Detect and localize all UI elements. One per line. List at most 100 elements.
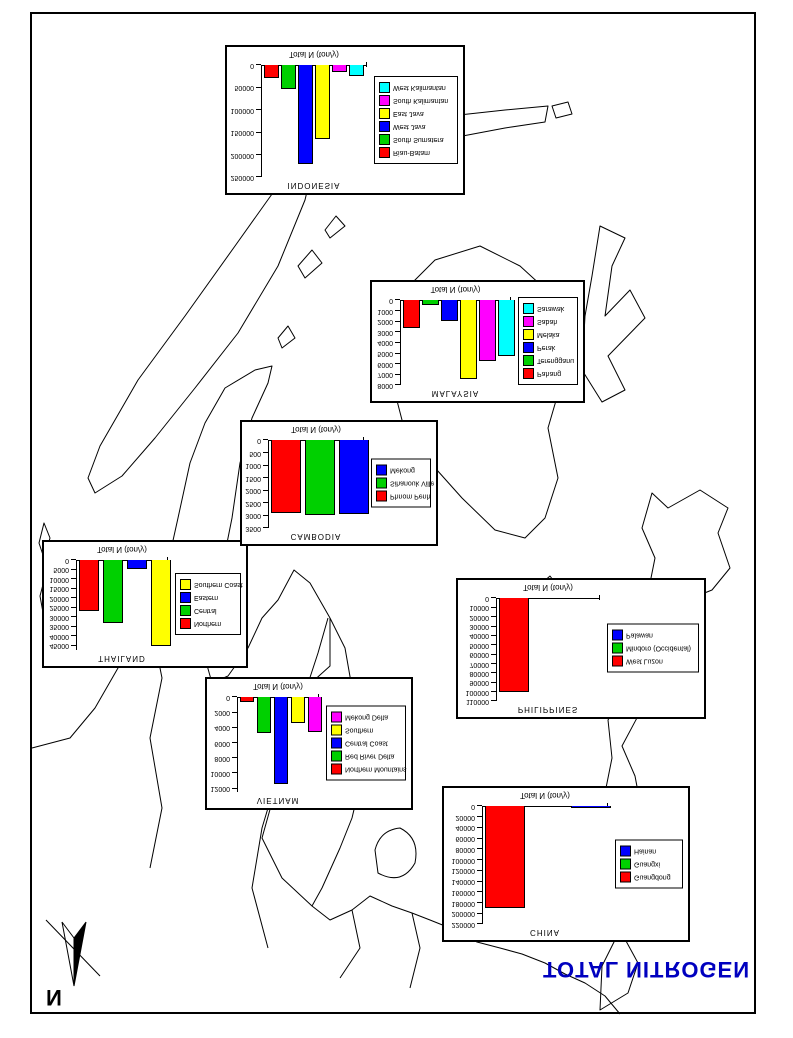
legend-color-swatch xyxy=(620,871,631,883)
legend-color-swatch xyxy=(523,303,534,315)
bar-south-sumatera xyxy=(281,65,296,89)
y-axis-tick xyxy=(263,527,268,529)
chart-legend: Northern Central Eastern Southern Coast xyxy=(175,573,243,635)
y-axis-tick-label: 5000 xyxy=(53,566,69,574)
y-axis-tick xyxy=(71,644,76,646)
legend-color-swatch xyxy=(379,95,390,106)
chart-plot-area xyxy=(256,62,367,178)
y-axis-tick xyxy=(477,923,482,925)
legend-item-label: West Luzon xyxy=(626,658,663,665)
y-axis-tick-label: 180000 xyxy=(451,899,475,907)
north-arrow-dark-half xyxy=(73,921,87,987)
bar-riau-batam xyxy=(264,65,279,78)
chart-plot-area xyxy=(71,557,171,650)
legend-item-label: Red River Delta xyxy=(345,753,395,760)
legend-item: West Luzon xyxy=(612,656,694,667)
legend-item-label: Guangxi xyxy=(634,860,661,868)
bar-perak xyxy=(441,300,458,321)
y-axis-tick xyxy=(477,891,482,893)
legend-color-swatch xyxy=(379,82,390,93)
y-axis-tick-label: 500 xyxy=(249,449,261,457)
legend-color-swatch xyxy=(523,368,534,380)
y-axis-tick-label: 15000 xyxy=(49,585,69,593)
chart-country-label: INDONESIA xyxy=(287,181,341,190)
legend-item-label: Central xyxy=(194,607,217,614)
chart-country-label: PHILIPPINES xyxy=(517,705,579,714)
y-axis-tick xyxy=(71,597,76,599)
y-axis-line xyxy=(400,300,401,385)
y-axis-tick xyxy=(256,154,261,156)
bangka-island xyxy=(297,249,323,279)
legend-item: West Java xyxy=(379,121,453,132)
y-axis-tick-label: 60000 xyxy=(469,651,489,659)
bar-eastern xyxy=(127,560,147,569)
y-axis-tick-label: 3000 xyxy=(377,328,393,336)
y-axis-tick-label: 30000 xyxy=(49,613,69,621)
y-axis-tick-label: 20000 xyxy=(49,594,69,602)
hainan-island xyxy=(374,827,417,879)
legend-color-swatch xyxy=(379,134,390,145)
map-title: TOTAL NITROGEN xyxy=(543,957,751,982)
y-axis-tick-label: 10000 xyxy=(210,770,230,777)
bar-central xyxy=(103,560,123,623)
chart-axis-title: Total N (ton/y) xyxy=(291,425,341,434)
legend-color-swatch xyxy=(379,121,390,132)
legend-color-swatch xyxy=(379,147,390,158)
legend-color-swatch xyxy=(620,858,631,870)
y-axis-tick-label: 20000 xyxy=(469,613,489,621)
legend-color-swatch xyxy=(612,643,623,654)
y-axis-tick-label: 250000 xyxy=(230,174,254,181)
legend-item-label: Mindoro (Occidental) xyxy=(626,645,691,652)
y-axis-tick-label: 4000 xyxy=(377,339,393,347)
chart-plot-area xyxy=(477,803,611,925)
y-axis-tick xyxy=(256,131,261,133)
legend-item-label: Eastern xyxy=(194,594,219,601)
legend-item-label: Guangdong xyxy=(634,873,671,881)
north-arrow-cross-line xyxy=(45,919,101,977)
y-axis-tick-label: 120000 xyxy=(451,867,475,875)
y-axis-tick-label: 30000 xyxy=(469,623,489,631)
bar-southern-coast xyxy=(151,560,171,646)
chart-vietnam: VIETNAM Total N (ton/y) 0 2000 4000 6000 8000 1… xyxy=(205,677,413,810)
bar-hainan xyxy=(571,806,611,808)
y-axis-tick-label: 25000 xyxy=(49,604,69,612)
chart-country-label: VIETNAM xyxy=(256,796,300,805)
y-axis-tick xyxy=(263,452,268,454)
y-axis-tick-label: 100000 xyxy=(465,688,489,696)
legend-item-label: South Kalimantan xyxy=(393,97,449,104)
legend-item-label: Mekong xyxy=(390,466,415,474)
y-axis-tick xyxy=(477,837,482,839)
y-axis-tick xyxy=(232,726,237,728)
y-axis-tick-label: 0 xyxy=(257,437,261,444)
north-arrow: N xyxy=(45,919,101,1010)
north-label: N xyxy=(46,985,62,1010)
legend-item: Perak xyxy=(523,342,573,354)
legend-color-swatch xyxy=(379,108,390,119)
legend-item: Southern Coast xyxy=(180,579,243,590)
chart-china: CHINA Total N (ton/y) 0 20000 40000 60000 8000… xyxy=(442,786,690,942)
legend-item: Central xyxy=(180,605,236,616)
chart-legend: Northern Mountains Red River Delta Central… xyxy=(326,706,406,781)
y-axis-tick xyxy=(491,672,496,674)
y-axis-tick xyxy=(263,489,268,491)
legend-item-label: Southern xyxy=(345,727,374,734)
bar-guangdong xyxy=(485,806,525,908)
y-axis-tick xyxy=(477,859,482,861)
y-axis-tick xyxy=(232,742,237,744)
y-axis-tick xyxy=(232,787,237,789)
legend-item-label: Pahang xyxy=(537,370,562,378)
legend-item-label: Northern Mountains xyxy=(345,766,407,773)
legend-item-label: South Sumatera xyxy=(393,136,444,143)
y-axis-tick xyxy=(71,635,76,637)
legend-item: Northern Mountains xyxy=(331,764,406,775)
belitung-island xyxy=(324,215,346,239)
chart-malaysia: MALAYSIA Total N (ton/y) 0 1000 2000 3000 4000… xyxy=(370,280,585,403)
bar-west-java xyxy=(298,65,313,164)
y-axis-tick xyxy=(491,681,496,683)
legend-color-swatch xyxy=(523,329,534,341)
legend-item: Pahang xyxy=(523,368,573,380)
bar-terengganu xyxy=(422,300,439,305)
y-axis-tick xyxy=(477,912,482,914)
legend-item: Central Coast xyxy=(331,738,401,749)
y-axis-tick-label: 2500 xyxy=(245,499,261,507)
